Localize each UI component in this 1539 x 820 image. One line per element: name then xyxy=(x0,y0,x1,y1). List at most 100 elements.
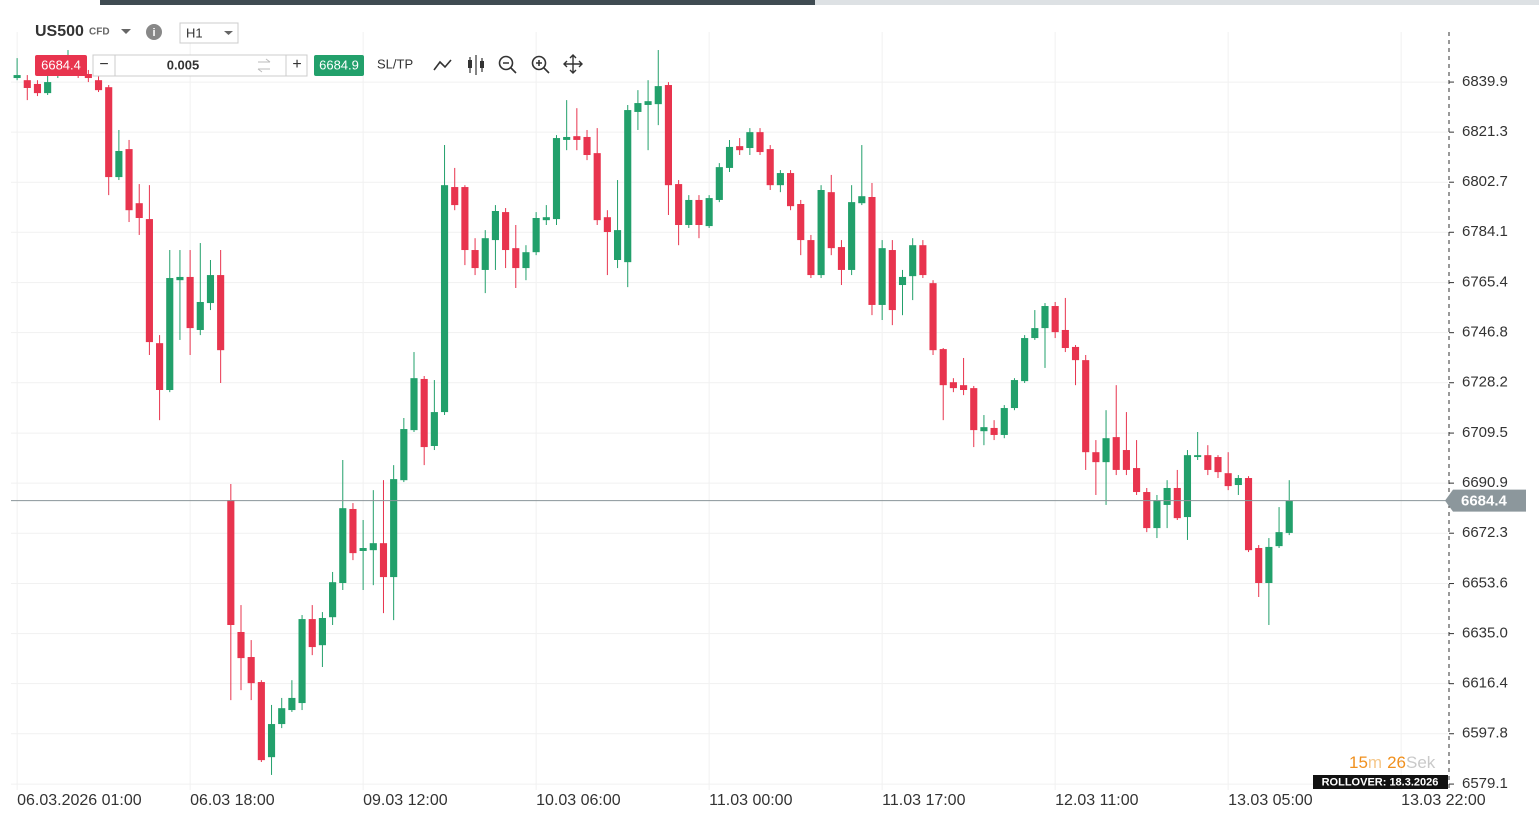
candle-body xyxy=(1071,346,1080,361)
candle-body xyxy=(1255,548,1263,584)
candle-body xyxy=(217,275,225,351)
candle-body xyxy=(1133,468,1141,493)
candle-body xyxy=(1163,487,1171,505)
sltp-button[interactable]: SL/TP xyxy=(377,56,413,71)
x-tick-label: 13.03 22:00 xyxy=(1401,792,1486,809)
candle-body xyxy=(583,136,591,156)
y-tick-label: 6579.1 xyxy=(1462,775,1508,792)
zoom-in-glyph xyxy=(536,60,550,74)
candle-body xyxy=(390,479,398,578)
candle-body xyxy=(278,708,286,725)
candle-body xyxy=(776,173,784,186)
y-tick-label: 6765.4 xyxy=(1462,274,1508,291)
plus-button[interactable]: + xyxy=(292,56,301,73)
candle-body xyxy=(23,80,31,88)
candle-body xyxy=(960,385,968,391)
candle-body xyxy=(756,132,764,153)
candle-body xyxy=(1214,457,1222,473)
rollover-box xyxy=(1313,775,1448,789)
minus-button[interactable]: − xyxy=(99,56,108,73)
candle-body xyxy=(725,146,734,168)
candle-body xyxy=(1021,338,1029,382)
candle-body xyxy=(237,631,245,659)
candle-body xyxy=(807,240,815,276)
candle-body xyxy=(451,187,459,206)
rollover: ROLLOVER: 18.3.2026 xyxy=(1322,776,1439,788)
candle-body xyxy=(990,427,998,435)
candle-body xyxy=(196,301,204,330)
candle-body xyxy=(1234,478,1242,486)
candle-body xyxy=(1183,455,1192,518)
candle-body xyxy=(888,250,896,311)
candle-body xyxy=(349,508,357,554)
candle-body xyxy=(491,211,499,241)
candle-body xyxy=(705,198,713,227)
swap-icon[interactable] xyxy=(257,58,271,73)
candle-body xyxy=(695,199,703,225)
pan-icon[interactable] xyxy=(563,54,583,74)
candle-body xyxy=(1041,306,1049,329)
candle-body xyxy=(685,199,693,225)
candle-body xyxy=(481,238,489,270)
candle-body xyxy=(1224,473,1232,487)
sell-button[interactable] xyxy=(35,55,87,76)
buy-button[interactable] xyxy=(314,55,364,76)
buy-price: 6684.9 xyxy=(319,57,359,72)
progress-bar xyxy=(100,0,815,5)
line-chart-icon[interactable] xyxy=(433,59,452,71)
candle-body xyxy=(603,217,611,232)
candle-body xyxy=(1000,408,1008,435)
countdown-part: m xyxy=(1368,753,1382,772)
candle-body xyxy=(84,73,92,79)
candle-body xyxy=(145,219,153,343)
candle-body xyxy=(115,150,123,178)
candle-body xyxy=(430,412,438,446)
candle-body xyxy=(1092,452,1100,463)
candle-body xyxy=(339,508,347,584)
candle-body xyxy=(787,173,795,207)
timeframe-dropdown xyxy=(224,31,233,35)
countdown-part: 26 xyxy=(1387,753,1406,772)
volume-box[interactable] xyxy=(92,54,308,77)
progress-track xyxy=(815,0,1539,5)
candle-body xyxy=(13,75,21,79)
candle-body xyxy=(288,697,296,711)
candle-body xyxy=(1122,450,1130,470)
candle-body xyxy=(929,283,937,351)
info-icon[interactable] xyxy=(146,24,162,40)
timeframe-select[interactable] xyxy=(179,22,239,44)
candles-icon-body xyxy=(480,61,484,68)
y-tick-label: 6839.9 xyxy=(1462,73,1508,90)
candle-body xyxy=(33,83,42,94)
candle-body xyxy=(797,204,805,241)
candle-body xyxy=(105,87,113,178)
candle-body xyxy=(766,149,774,186)
candle-body xyxy=(512,248,520,269)
candle-body xyxy=(593,153,601,221)
candle-body xyxy=(410,378,418,431)
candle-body xyxy=(919,245,927,276)
candle-body xyxy=(166,278,174,391)
candle-body xyxy=(939,349,947,386)
candle-body xyxy=(624,110,632,263)
candle-body xyxy=(1265,546,1273,584)
x-tick-label: 06.03 18:00 xyxy=(190,792,275,809)
x-tick-label: 09.03 12:00 xyxy=(363,792,448,809)
x-tick-label: 06.03.2026 01:00 xyxy=(17,792,142,809)
y-tick-label: 6653.6 xyxy=(1462,575,1508,592)
countdown-part: 15 xyxy=(1349,753,1368,772)
candle-body xyxy=(532,218,540,253)
y-tick-label: 6690.9 xyxy=(1462,474,1508,491)
zoom-in-icon[interactable] xyxy=(531,55,547,71)
candle-body xyxy=(1244,478,1253,551)
candle-body xyxy=(552,138,561,220)
x-tick-label: 13.03 05:00 xyxy=(1228,792,1313,809)
symbol-dropdown[interactable] xyxy=(121,29,131,34)
candle-body xyxy=(329,582,337,618)
zoom-out-icon[interactable] xyxy=(498,55,514,71)
price-label-box xyxy=(1445,489,1526,512)
candle-body xyxy=(1285,500,1293,533)
info-glyph: i xyxy=(152,27,155,39)
candle-body xyxy=(1102,438,1110,463)
